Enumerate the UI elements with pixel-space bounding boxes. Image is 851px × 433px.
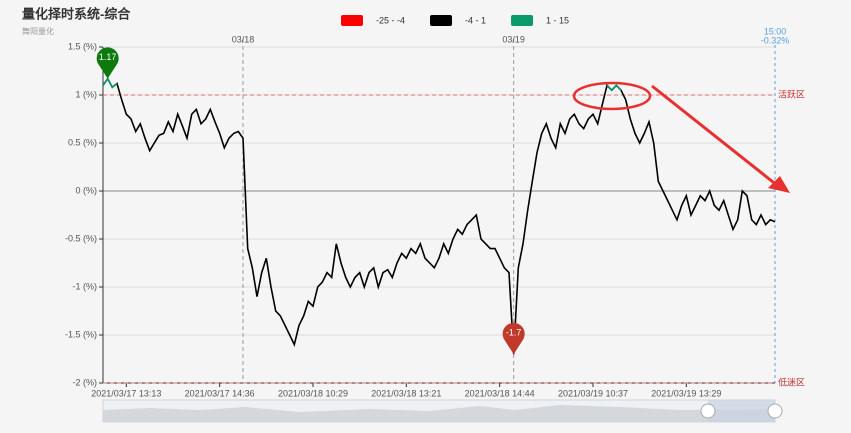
y-tick-label: 0.5 (%): [68, 137, 97, 147]
legend-swatch: [430, 15, 453, 26]
mark-line-label: 低迷区: [778, 376, 805, 387]
x-tick-label: 2021/03/18 14:44: [465, 388, 535, 398]
legend-swatch: [511, 15, 534, 26]
chart-title: 量化择时系统-综合: [22, 6, 131, 21]
day-label: 03/18: [232, 34, 255, 44]
day-label: 03/19: [502, 34, 525, 44]
pin: [502, 322, 525, 355]
end-value: -0.32%: [761, 35, 790, 45]
pin-label: 1.17: [99, 52, 117, 62]
zoom-preview: [103, 405, 775, 422]
x-tick-label: 2021/03/17 14:36: [185, 388, 255, 398]
arrow-head: [768, 176, 790, 193]
end-time: 15:00: [764, 26, 787, 36]
y-tick-label: -2 (%): [73, 377, 98, 387]
y-tick-label: -0.5 (%): [65, 233, 97, 243]
legend-label: 1 - 15: [546, 15, 569, 25]
x-tick-label: 2021/03/19 10:37: [558, 388, 628, 398]
legend-swatch: [341, 15, 363, 26]
series-line-piece: [102, 77, 118, 89]
legend-label: -25 - -4: [376, 15, 405, 25]
y-tick-label: -1.5 (%): [65, 329, 97, 339]
x-tick-label: 2021/03/18 10:29: [278, 388, 348, 398]
pin-label: -1.7: [506, 328, 522, 338]
y-tick-label: 1 (%): [75, 89, 97, 99]
arrow-shaft: [651, 84, 779, 188]
y-tick-label: 0 (%): [75, 185, 97, 195]
x-tick-label: 2021/03/19 13:29: [651, 388, 721, 398]
series-line-piece: [606, 84, 622, 92]
y-tick-label: 1.5 (%): [68, 41, 97, 51]
legend-label: -4 - 1: [465, 15, 486, 25]
pin: [96, 47, 119, 79]
y-tick-label: -1 (%): [73, 281, 98, 291]
zoom-handle[interactable]: [767, 403, 783, 419]
zoom-handle[interactable]: [700, 403, 716, 419]
chart-subtitle: 舞阳量化: [22, 26, 54, 36]
mark-line-label: 活跃区: [778, 88, 805, 99]
x-tick-label: 2021/03/17 13:13: [91, 388, 161, 398]
highlight-ellipse: [572, 81, 652, 111]
x-tick-label: 2021/03/18 13:21: [371, 388, 441, 398]
zoom-window[interactable]: [708, 400, 775, 422]
series-line: [102, 77, 776, 355]
data-zoom[interactable]: [102, 399, 783, 423]
